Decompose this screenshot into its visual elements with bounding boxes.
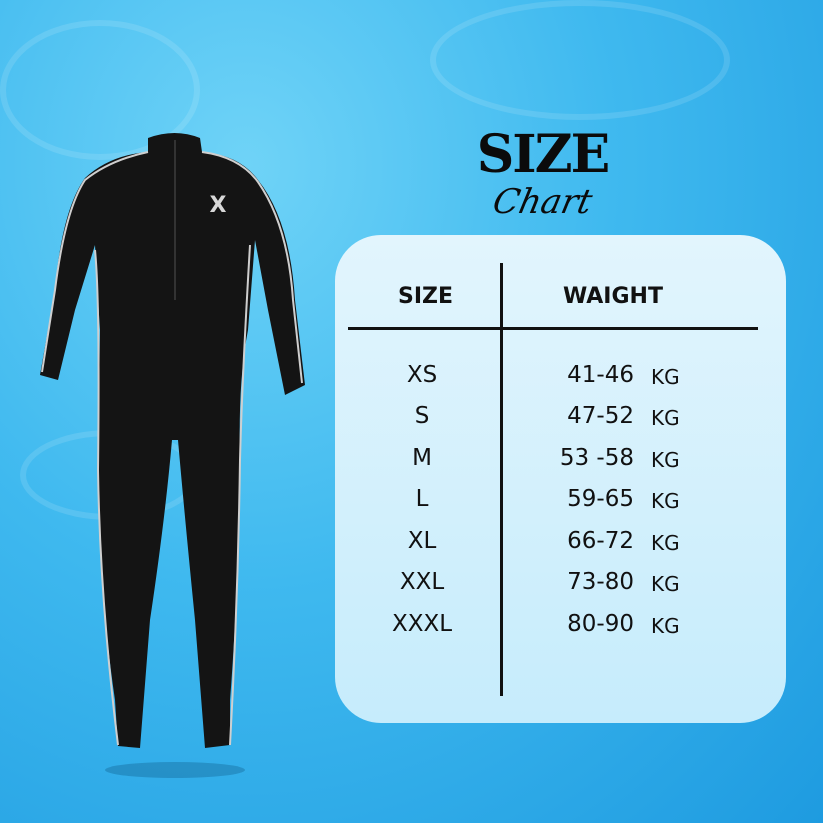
unit-cell: KG [651, 614, 680, 638]
weight-cell: 66-72 [567, 528, 634, 554]
size-cell: L [415, 486, 429, 512]
size-chart-title: SIZE Chart [455, 124, 630, 223]
unit-cell: KG [651, 365, 680, 389]
weight-cell: 41-46 [567, 362, 634, 388]
water-ripple [430, 0, 730, 120]
brand-logo: X [210, 193, 227, 218]
header-weight: WAIGHT [563, 284, 663, 309]
unit-cell: KG [651, 531, 680, 555]
column-divider [500, 263, 503, 696]
weight-cell: 59-65 [567, 486, 634, 512]
title-line1: SIZE [476, 124, 610, 185]
wetsuit-image: X [40, 133, 305, 778]
wetsuit-body [40, 133, 305, 748]
header-size: SIZE [398, 284, 454, 309]
weight-cell: 80-90 [567, 611, 634, 637]
weight-cell: 73-80 [567, 569, 634, 595]
size-cell: XXL [399, 569, 445, 595]
unit-cell: KG [651, 489, 680, 513]
size-table-panel [335, 235, 786, 723]
size-cell: XL [407, 528, 437, 554]
size-cell: XS [406, 362, 438, 388]
weight-cell: 53 -58 [559, 445, 634, 471]
unit-cell: KG [651, 406, 680, 430]
size-cell: XXXL [391, 611, 453, 637]
size-cell: M [412, 445, 432, 471]
weight-cell: 47-52 [567, 403, 634, 429]
water-ripple [0, 20, 200, 160]
unit-cell: KG [651, 572, 680, 596]
title-line2: Chart [489, 182, 596, 222]
unit-cell: KG [651, 448, 680, 472]
header-divider [348, 327, 758, 330]
size-cell: S [414, 403, 430, 429]
